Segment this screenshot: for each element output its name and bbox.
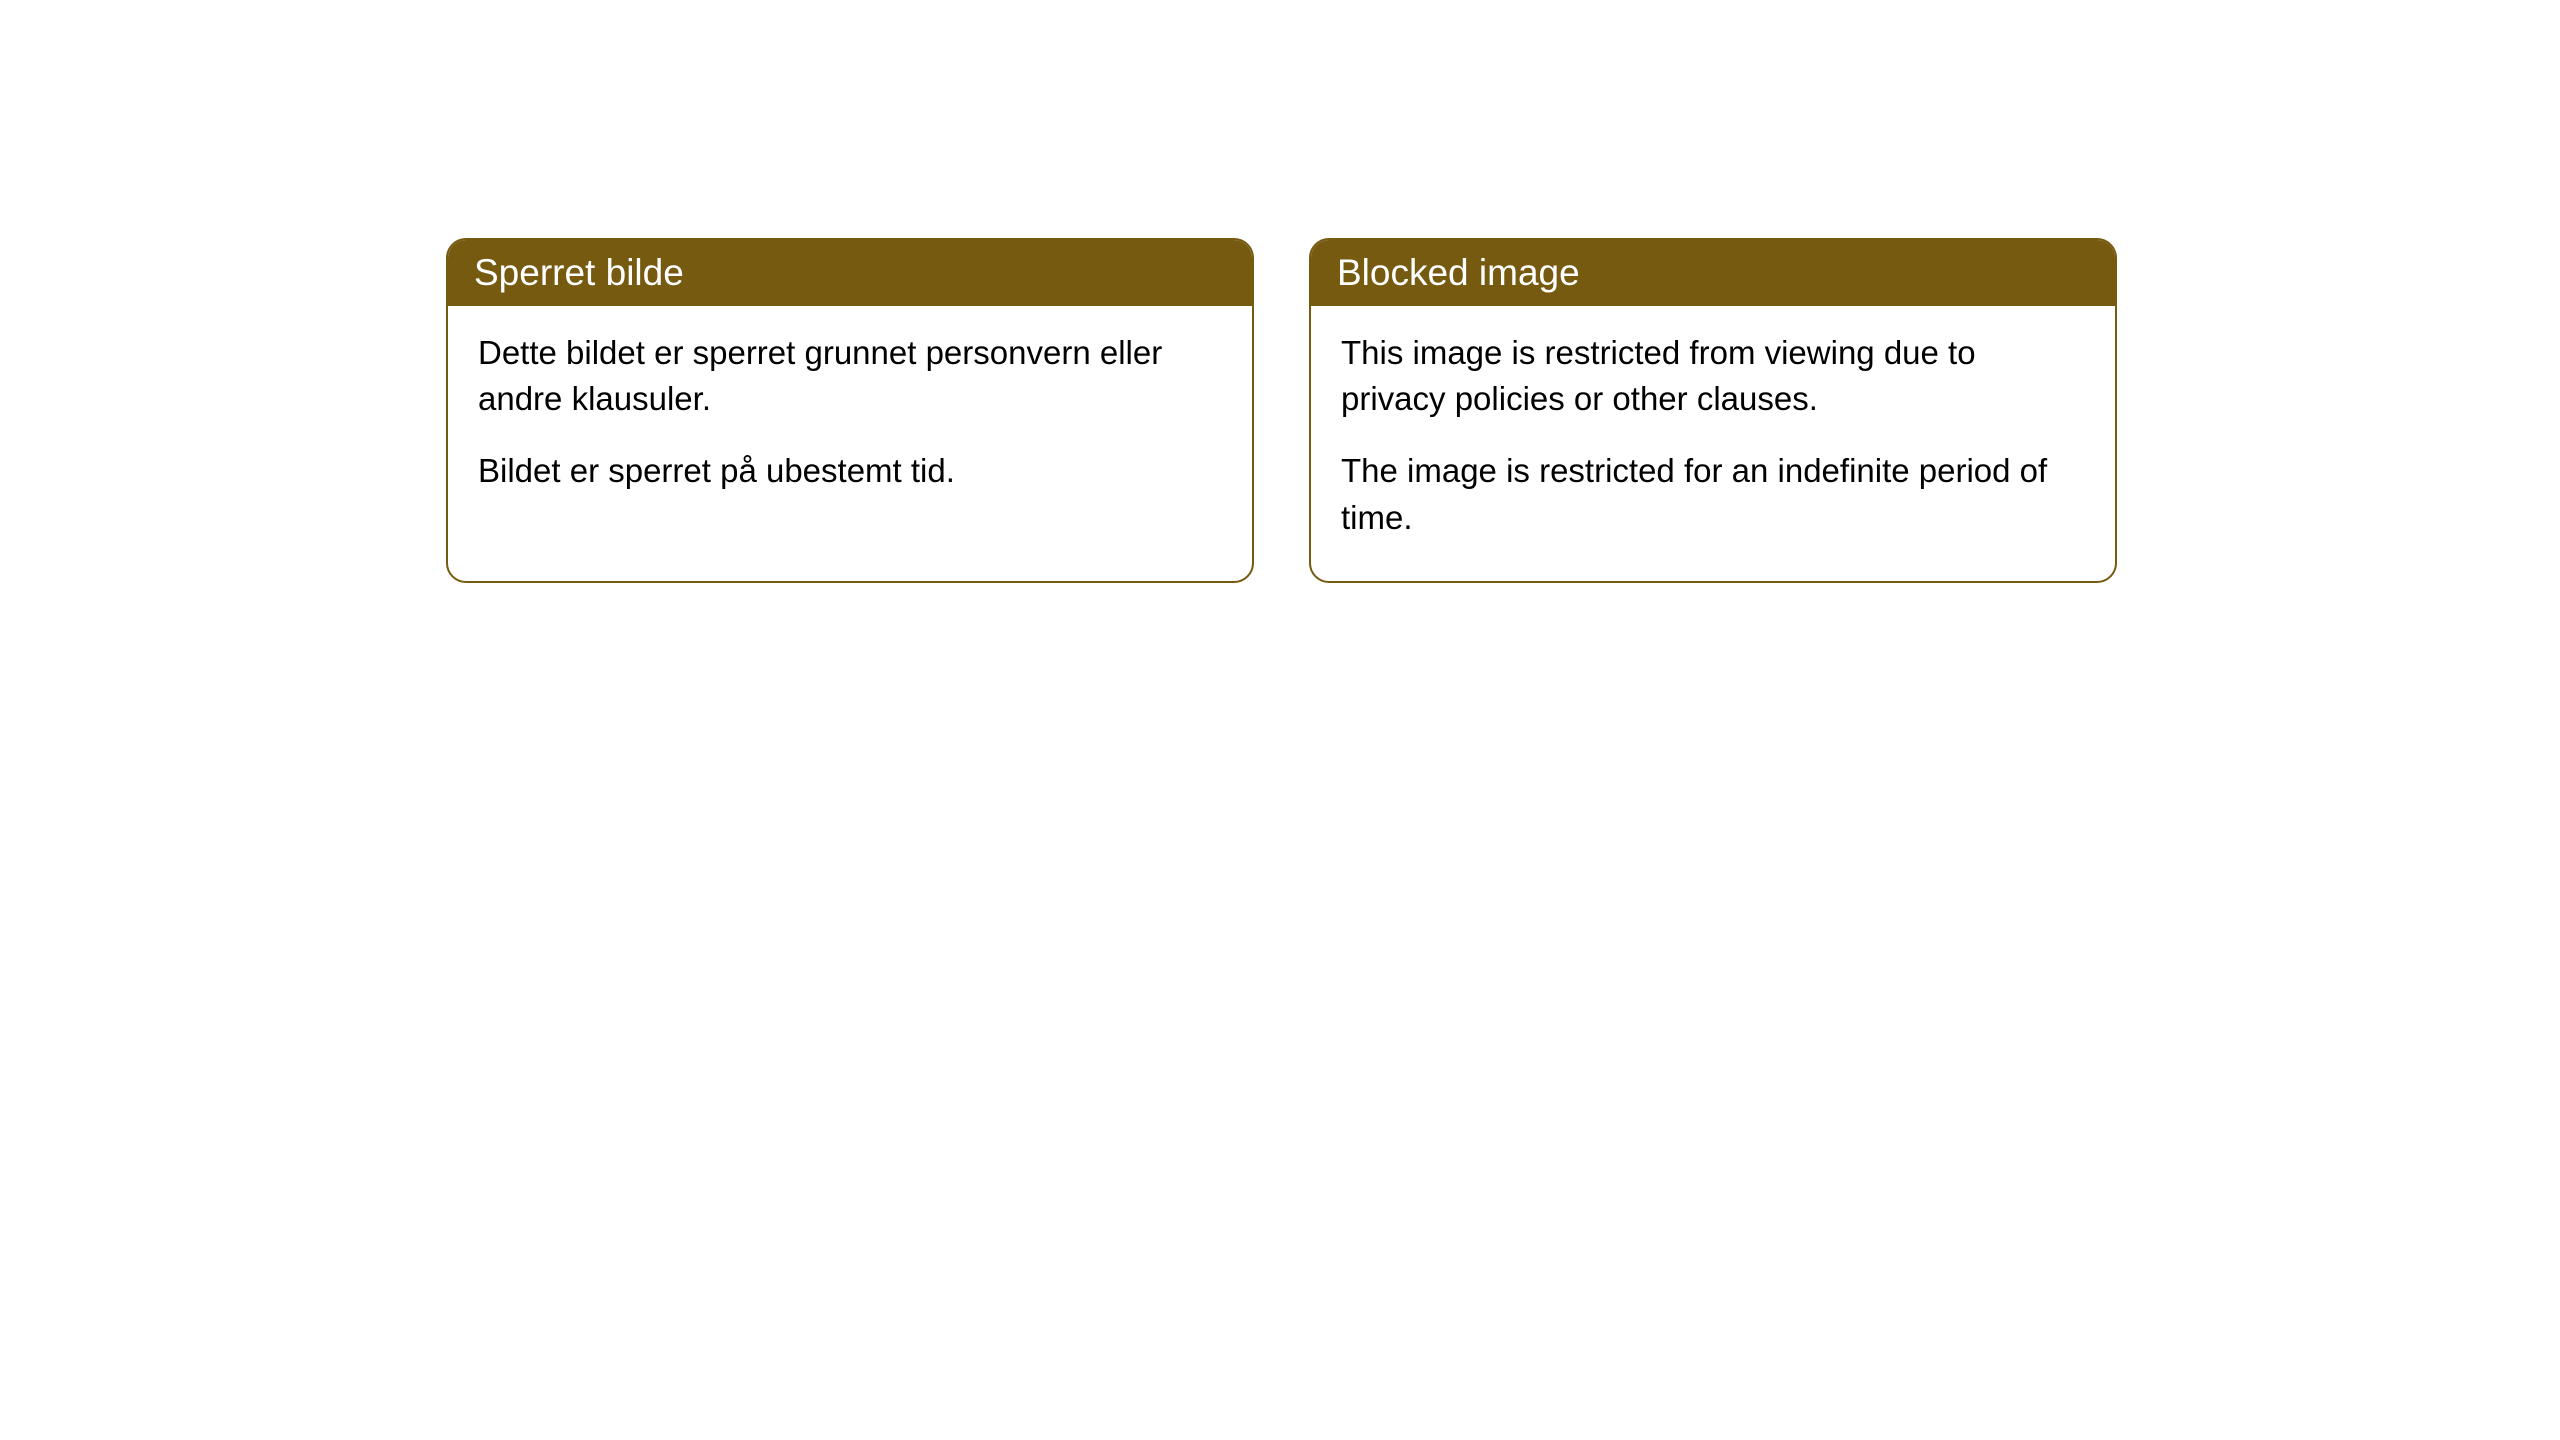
notice-card-english: Blocked image This image is restricted f… [1309, 238, 2117, 583]
card-title: Sperret bilde [474, 252, 684, 293]
card-paragraph: This image is restricted from viewing du… [1341, 330, 2085, 422]
card-header: Blocked image [1311, 240, 2115, 306]
card-paragraph: The image is restricted for an indefinit… [1341, 448, 2085, 540]
card-paragraph: Bildet er sperret på ubestemt tid. [478, 448, 1222, 494]
card-title: Blocked image [1337, 252, 1580, 293]
card-body: This image is restricted from viewing du… [1311, 306, 2115, 581]
card-paragraph: Dette bildet er sperret grunnet personve… [478, 330, 1222, 422]
card-header: Sperret bilde [448, 240, 1252, 306]
card-body: Dette bildet er sperret grunnet personve… [448, 306, 1252, 535]
notice-container: Sperret bilde Dette bildet er sperret gr… [446, 238, 2117, 583]
notice-card-norwegian: Sperret bilde Dette bildet er sperret gr… [446, 238, 1254, 583]
